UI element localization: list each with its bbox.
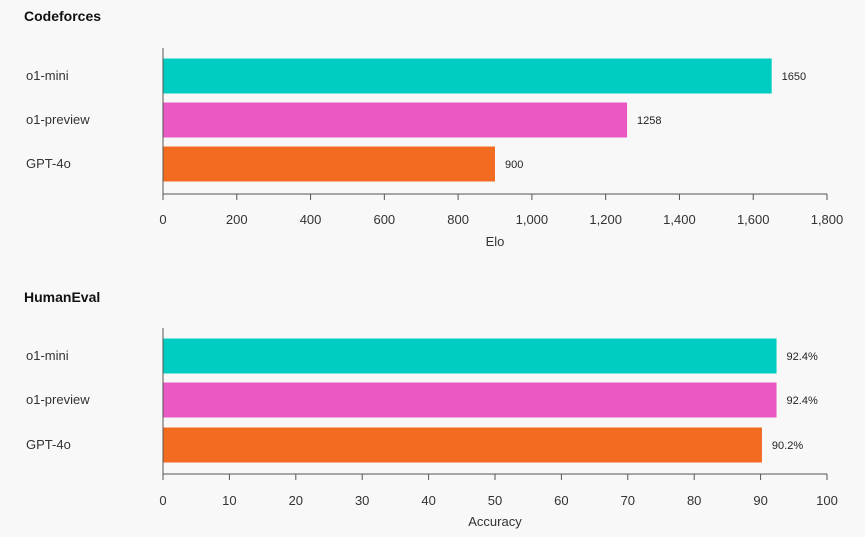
chart-2-x-tick-label: 40 [421, 493, 435, 508]
chart-1-x-tick-label: 600 [373, 212, 395, 227]
chart-1-x-tick-label: 200 [226, 212, 248, 227]
chart-2-data-label: 92.4% [787, 395, 818, 407]
chart-1-bar [163, 146, 495, 182]
chart-1-x-tick-label: 1,200 [589, 212, 622, 227]
chart-2-x-tick-label: 0 [159, 493, 166, 508]
chart-2-x-tick-label: 50 [488, 493, 502, 508]
chart-2-data-label: 92.4% [787, 351, 818, 363]
chart-2-x-tick-label: 10 [222, 493, 236, 508]
chart-2-category-label: o1-mini [26, 348, 69, 363]
chart-2-x-tick-label: 70 [621, 493, 635, 508]
chart-2-data-label: 90.2% [772, 440, 803, 452]
chart-1-bar [163, 58, 772, 94]
chart-2-bar [163, 427, 762, 463]
chart-2-x-tick-label: 20 [289, 493, 303, 508]
chart-2-x-tick-label: 80 [687, 493, 701, 508]
chart-1-category-label: o1-preview [26, 112, 90, 127]
chart-1-x-tick-label: 1,400 [663, 212, 696, 227]
chart-1-x-axis-title: Elo [486, 234, 505, 249]
chart-1-x-tick-label: 1,000 [516, 212, 549, 227]
chart-1-x-tick-label: 800 [447, 212, 469, 227]
chart-2-x-tick-label: 30 [355, 493, 369, 508]
chart-1-data-label: 900 [505, 159, 523, 171]
chart-1-category-label: o1-mini [26, 68, 69, 83]
chart-1-x-tick-label: 1,600 [737, 212, 770, 227]
chart-2-x-tick-label: 90 [753, 493, 767, 508]
chart-1-x-tick-label: 400 [300, 212, 322, 227]
chart-2-bar [163, 338, 777, 374]
chart-2-category-label: GPT-4o [26, 437, 71, 452]
chart-1-title: Codeforces [24, 8, 101, 24]
chart-2-bar [163, 382, 777, 418]
chart-1-category-label: GPT-4o [26, 156, 71, 171]
chart-2-category-label: o1-preview [26, 392, 90, 407]
chart-2-x-axis-title: Accuracy [468, 514, 522, 529]
chart-2-x-tick-label: 60 [554, 493, 568, 508]
chart-2-x-tick-label: 100 [816, 493, 838, 508]
chart-1-x-tick-label: 0 [159, 212, 166, 227]
chart-1-data-label: 1258 [637, 115, 661, 127]
chart-1-bar [163, 102, 628, 138]
chart-2-title: HumanEval [24, 289, 100, 305]
chart-1-data-label: 1650 [782, 71, 806, 83]
chart-1-x-tick-label: 1,800 [811, 212, 844, 227]
